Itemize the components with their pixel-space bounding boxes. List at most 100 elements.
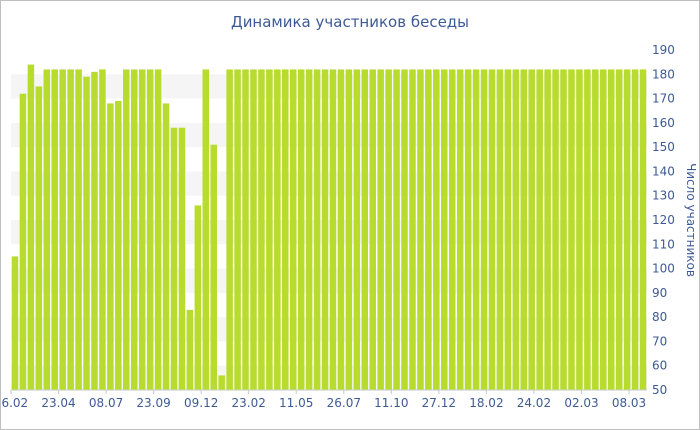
y-tick-label: 150 [652,140,675,154]
bar [552,69,559,391]
y-tick-label: 170 [652,92,675,106]
bar [337,69,345,391]
bar [242,69,249,391]
bar [250,69,257,391]
bar [234,69,241,391]
x-tick-label: 09.12 [184,396,218,410]
bar [377,69,384,391]
bar [488,69,496,391]
bar [107,103,114,391]
bar [266,69,273,391]
y-tick-label: 140 [652,164,675,178]
grid-bands [11,74,647,390]
bar [305,69,313,391]
x-axis-ticks: 06.02 23.04 08.07 23.09 09.12 23.02 11.05 26.07… [1,390,646,410]
bar [51,69,58,391]
bar [504,69,512,391]
bar [194,205,202,390]
y-axis-ticks: 50 60 70 80 90 100 110 120 130 140 150 160 170 180 190 [652,43,675,397]
bar [186,309,194,390]
x-tick-label: 24.02 [517,396,551,410]
x-tick-label: 27.12 [422,396,456,410]
bar [361,69,369,391]
bar [321,69,329,391]
bar [274,69,281,391]
y-tick-label: 110 [652,237,675,251]
bar [27,64,35,390]
bar [584,69,591,391]
grid-band [11,74,647,99]
bar [456,69,464,391]
bar [75,69,82,391]
bar [226,69,233,391]
bar [146,69,154,391]
bar [345,69,353,391]
y-tick-label: 80 [652,310,667,324]
bar [162,103,170,391]
y-tick-label: 120 [652,213,675,227]
bar [289,69,297,391]
bar [170,127,178,391]
bar [441,69,448,391]
bar [138,69,146,391]
x-tick-label: 23.09 [136,396,170,410]
y-tick-label: 160 [652,116,675,130]
grid-band [11,122,647,148]
bar [433,69,440,391]
bar [218,375,225,390]
x-tick-label: 23.02 [232,396,266,410]
bar [313,69,321,391]
bar [154,69,162,391]
grid-band [11,220,647,245]
y-tick-label: 100 [652,262,675,276]
bar [385,69,392,391]
bar [35,86,43,391]
bar [353,69,361,391]
bar [297,69,305,391]
bar [178,127,186,391]
bar [425,69,432,391]
bar [464,69,472,391]
bar [417,69,424,391]
bar [91,71,98,391]
bar [202,69,210,391]
y-tick-label: 70 [652,334,667,348]
bar [401,69,408,391]
chart-title: Динамика участников беседы [230,13,470,31]
x-tick-label: 06.02 [1,396,28,410]
bar [600,69,607,391]
bar [631,69,639,391]
y-tick-label: 180 [652,67,675,81]
bar [472,69,480,391]
x-tick-label: 18.02 [469,396,503,410]
grid-band [11,317,647,342]
bars [11,64,647,391]
bar [11,256,19,390]
bar [536,69,543,391]
bar [210,144,217,390]
grid-band [11,171,647,196]
bar [19,93,27,391]
bar [369,69,376,391]
bar [568,69,575,391]
bar [512,69,520,391]
bar [448,69,456,391]
bar [329,69,337,391]
bar [59,69,66,391]
bar [607,69,615,391]
bar [623,69,631,391]
bar [123,69,130,391]
bar [528,69,535,391]
x-tick-label: 26.07 [327,396,361,410]
bar [258,69,265,391]
x-tick-label: 11.10 [374,396,408,410]
bar [43,69,51,391]
bar [520,69,528,391]
bar [639,69,647,391]
bar [83,76,90,391]
bar [115,101,122,390]
y-tick-label: 190 [652,43,675,57]
bar [409,69,416,391]
